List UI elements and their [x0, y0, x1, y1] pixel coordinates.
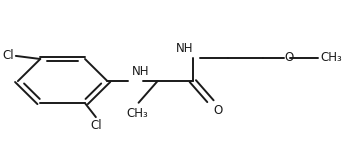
Text: Cl: Cl	[90, 119, 102, 132]
Text: NH: NH	[132, 65, 149, 78]
Text: O: O	[213, 104, 223, 117]
Text: O: O	[285, 51, 294, 64]
Text: NH: NH	[176, 42, 193, 55]
Text: Cl: Cl	[3, 49, 15, 62]
Text: CH₃: CH₃	[320, 51, 342, 64]
Text: CH₃: CH₃	[126, 107, 148, 120]
